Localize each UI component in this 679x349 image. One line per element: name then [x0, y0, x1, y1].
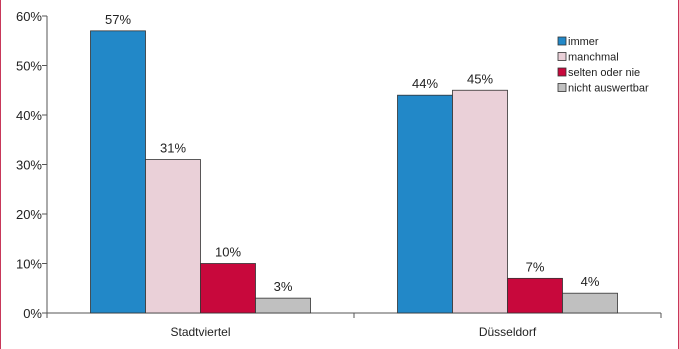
legend-swatch — [557, 67, 567, 77]
data-label: 7% — [526, 259, 545, 274]
data-label: 45% — [467, 71, 493, 86]
y-tick-label: 0% — [23, 306, 42, 321]
data-label: 44% — [412, 76, 438, 91]
y-tick-label: 10% — [16, 257, 42, 272]
legend-label: immer — [568, 36, 599, 48]
bar-series-group — [90, 30, 618, 314]
bar-manchmal-düsseldorf — [452, 89, 508, 314]
x-axis: Stadtviertel Düsseldorf — [46, 312, 662, 339]
legend-swatch — [557, 52, 567, 61]
legend-label: nicht auswertbar — [568, 83, 649, 95]
y-axis: 0% 10% 20% 30% 40% 50% 60% — [16, 9, 48, 321]
data-label: 4% — [581, 274, 600, 289]
y-tick-label: 30% — [16, 158, 42, 173]
bar-manchmal-stadtviertel — [145, 159, 201, 314]
data-labels-group: 57% 31% 10% 3% 44% 45% 7% 4% — [105, 12, 600, 294]
y-tick-label: 20% — [16, 207, 42, 222]
bar-selten-oder-nie-düsseldorf — [507, 277, 563, 314]
legend-swatch — [557, 36, 567, 46]
legend-label: manchmal — [568, 52, 619, 64]
data-label: 3% — [274, 279, 293, 294]
data-label: 31% — [160, 141, 186, 156]
data-label: 57% — [105, 12, 131, 27]
category-label: Stadtviertel — [170, 325, 230, 339]
y-tick-label: 50% — [16, 59, 42, 74]
data-label: 10% — [215, 245, 241, 260]
bar-nicht-auswertbar-stadtviertel — [255, 297, 311, 314]
y-tick-label: 40% — [16, 108, 42, 123]
bar-immer-düsseldorf — [397, 94, 453, 314]
bar-nicht-auswertbar-düsseldorf — [562, 292, 618, 314]
bar-immer-stadtviertel — [90, 30, 146, 314]
legend: immer manchmal selten oder nie nicht auswer… — [557, 36, 649, 95]
y-tick-label: 60% — [16, 9, 42, 24]
legend-label: selten oder nie — [568, 67, 640, 79]
legend-swatch — [557, 83, 567, 92]
category-label: Düsseldorf — [479, 325, 537, 339]
bar-selten-oder-nie-stadtviertel — [200, 263, 256, 314]
